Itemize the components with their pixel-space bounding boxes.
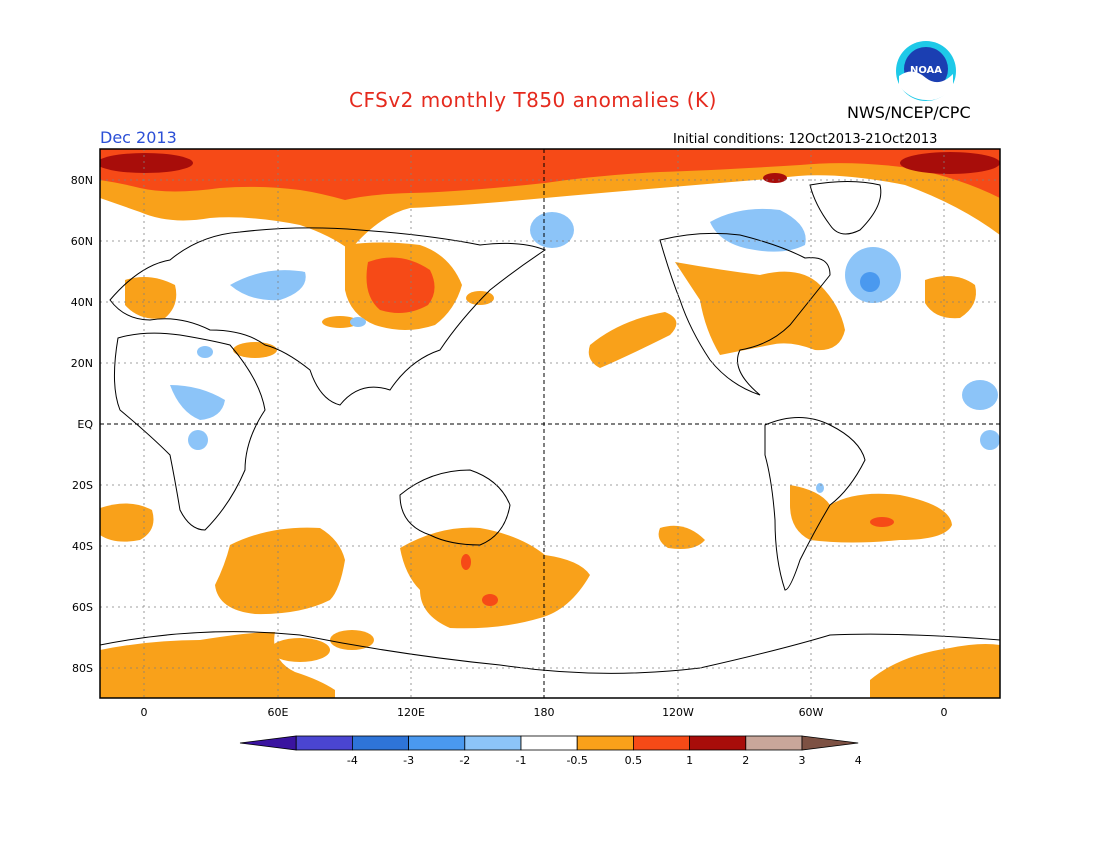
lat-label: 40N	[71, 296, 93, 309]
graticule	[100, 149, 1000, 698]
south-america-coastline	[764, 417, 866, 591]
south-pacific-warm-anomaly	[658, 525, 705, 549]
north-america-warm-anomaly	[675, 262, 845, 355]
colorbar: -4 -3 -2 -1 -0.5 0.5 1 2 3 4	[239, 735, 862, 767]
longitude-labels: 0 60E 120E 180 120W 60W 0	[141, 706, 948, 719]
map-frame	[99, 148, 1001, 699]
chart-title: CFSv2 monthly T850 anomalies (K)	[349, 88, 717, 112]
colorbar-tick-label: -4	[347, 754, 358, 767]
south-atlantic-warm-anomaly	[100, 503, 154, 542]
canada-cool-anomaly	[710, 208, 806, 252]
colorbar-tick-label: -2	[459, 754, 470, 767]
lon-label: 0	[941, 706, 948, 719]
lon-label: 60W	[799, 706, 824, 719]
bering-cool-anomaly	[530, 212, 574, 248]
colorbar-tick-label: 2	[742, 754, 749, 767]
colorbar-segment	[464, 735, 522, 751]
atlantic-tropical-cool-anomaly	[962, 380, 998, 410]
colorbar-segment	[576, 735, 634, 751]
arctic-cool-anomaly	[350, 317, 366, 327]
colorbar-tick-label: -1	[516, 754, 527, 767]
arabia-cool-anomaly	[197, 346, 213, 358]
lat-label: 60S	[72, 601, 93, 614]
colorbar-segment	[295, 735, 353, 751]
latitude-labels: 80N 60N 40N 20N EQ 20S 40S 60S 80S	[71, 174, 94, 675]
africa-cool-anomaly	[170, 385, 225, 420]
atlantic-tropical-cool-anomaly	[980, 430, 1000, 450]
colorbar-segment	[633, 735, 691, 751]
colorbar-segment	[689, 735, 747, 751]
lat-label: 20S	[72, 479, 93, 492]
lon-label: 60E	[268, 706, 289, 719]
colorbar-segment	[801, 735, 859, 751]
lon-label: 120W	[662, 706, 694, 719]
colorbar-segment	[239, 735, 297, 751]
japan-warm-anomaly	[466, 291, 494, 305]
antarctic-warm-anomaly	[330, 630, 374, 650]
lon-label: 120E	[397, 706, 425, 719]
africa-coastline	[113, 332, 266, 531]
china-strong-anomaly	[366, 257, 435, 314]
australia-coastline	[399, 469, 511, 546]
arctic-peak-anomaly	[900, 152, 1000, 174]
colorbar-segment	[520, 735, 578, 751]
antarctic-warm-anomaly	[870, 644, 1000, 698]
arctic-peak-anomaly	[100, 153, 193, 173]
russia-cool-anomaly	[230, 270, 306, 301]
australia-south-warm-anomaly	[400, 527, 590, 629]
south-america-warm-anomaly	[790, 485, 952, 543]
arctic-strong-anomaly	[100, 149, 1000, 200]
colorbar-tick-label: -0.5	[566, 754, 587, 767]
coastlines	[100, 181, 1000, 674]
antarctic-warm-anomaly	[100, 632, 335, 698]
atlantic-cool-core	[860, 272, 880, 292]
south-indian-warm-anomaly	[215, 527, 345, 615]
lat-label: 80N	[71, 174, 93, 187]
colorbar-tick-label: 4	[855, 754, 862, 767]
anomaly-shading	[100, 149, 1000, 698]
lon-label: 180	[534, 706, 555, 719]
colorbar-segment	[351, 735, 409, 751]
lat-label: 60N	[71, 235, 93, 248]
middle-east-warm-anomaly	[233, 342, 277, 358]
north-america-coastline	[659, 232, 831, 396]
lon-label: 0	[141, 706, 148, 719]
antarctica-coastline	[100, 631, 1000, 674]
noaa-logo: NOAA	[896, 41, 956, 101]
lat-label: EQ	[77, 418, 93, 431]
initial-conditions: Initial conditions: 12Oct2013-21Oct2013	[673, 132, 938, 147]
lat-label: 20N	[71, 357, 93, 370]
pacific-warm-anomaly	[588, 312, 677, 368]
agency-label: NWS/NCEP/CPC	[847, 103, 971, 122]
africa-cool-anomaly	[188, 430, 208, 450]
australia-strong-anomaly	[461, 554, 471, 570]
australia-strong-anomaly	[482, 594, 498, 606]
arctic-peak-anomaly	[763, 173, 787, 183]
south-america-cool-anomaly	[816, 483, 824, 493]
logo-text: NOAA	[910, 65, 942, 76]
colorbar-segment	[745, 735, 803, 751]
eurasia-coastline	[109, 227, 547, 406]
forecast-month: Dec 2013	[100, 128, 177, 147]
europe-warm-anomaly	[125, 276, 177, 319]
colorbar-tick-label: 0.5	[625, 754, 643, 767]
lat-label: 40S	[72, 540, 93, 553]
lat-label: 80S	[72, 662, 93, 675]
antarctic-warm-anomaly	[270, 638, 330, 662]
colorbar-tick-label: 1	[686, 754, 693, 767]
colorbar-tick-label: -3	[403, 754, 414, 767]
europe-warm-anomaly	[925, 276, 976, 319]
greenland-coastline	[809, 181, 882, 235]
asia-warm-anomaly	[322, 316, 358, 328]
south-atlantic-strong-anomaly	[870, 517, 894, 527]
colorbar-tick-label: 3	[799, 754, 806, 767]
colorbar-segment	[408, 735, 466, 751]
